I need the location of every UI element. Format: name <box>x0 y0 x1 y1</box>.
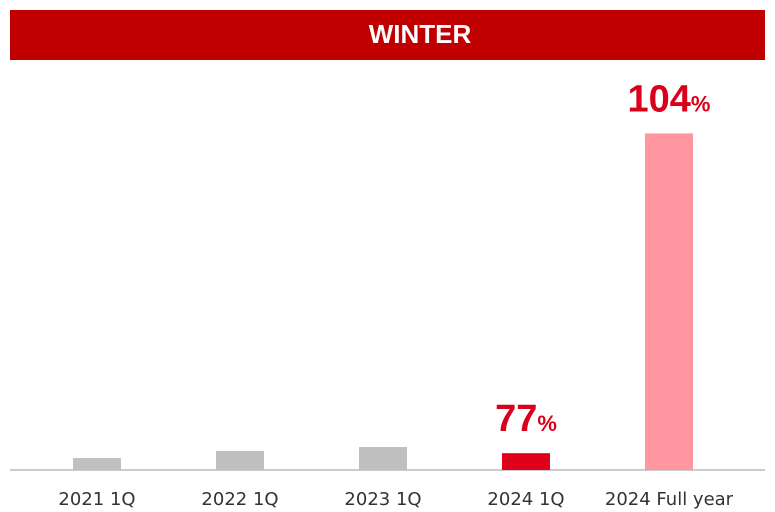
annotation-value: 77 <box>495 398 537 440</box>
bar <box>502 453 550 470</box>
annotation-value: 104 <box>628 78 691 120</box>
annotation-unit: % <box>537 411 557 436</box>
title-bar <box>10 10 765 60</box>
x-tick-label: 2022 1Q <box>201 489 278 510</box>
x-tick-label: 2023 1Q <box>344 489 421 510</box>
bar <box>216 450 264 470</box>
annotation: 104% <box>628 78 711 120</box>
annotation-unit: % <box>691 91 711 116</box>
x-tick-label: 2024 1Q <box>487 489 564 510</box>
x-tick-label: 2024 Full year <box>605 489 734 510</box>
x-tick-label: 2021 1Q <box>58 489 135 510</box>
chart-title: WINTER <box>369 19 472 49</box>
bar <box>73 458 121 470</box>
annotation: 77% <box>495 398 557 440</box>
bar <box>645 133 693 470</box>
bar <box>359 447 407 470</box>
